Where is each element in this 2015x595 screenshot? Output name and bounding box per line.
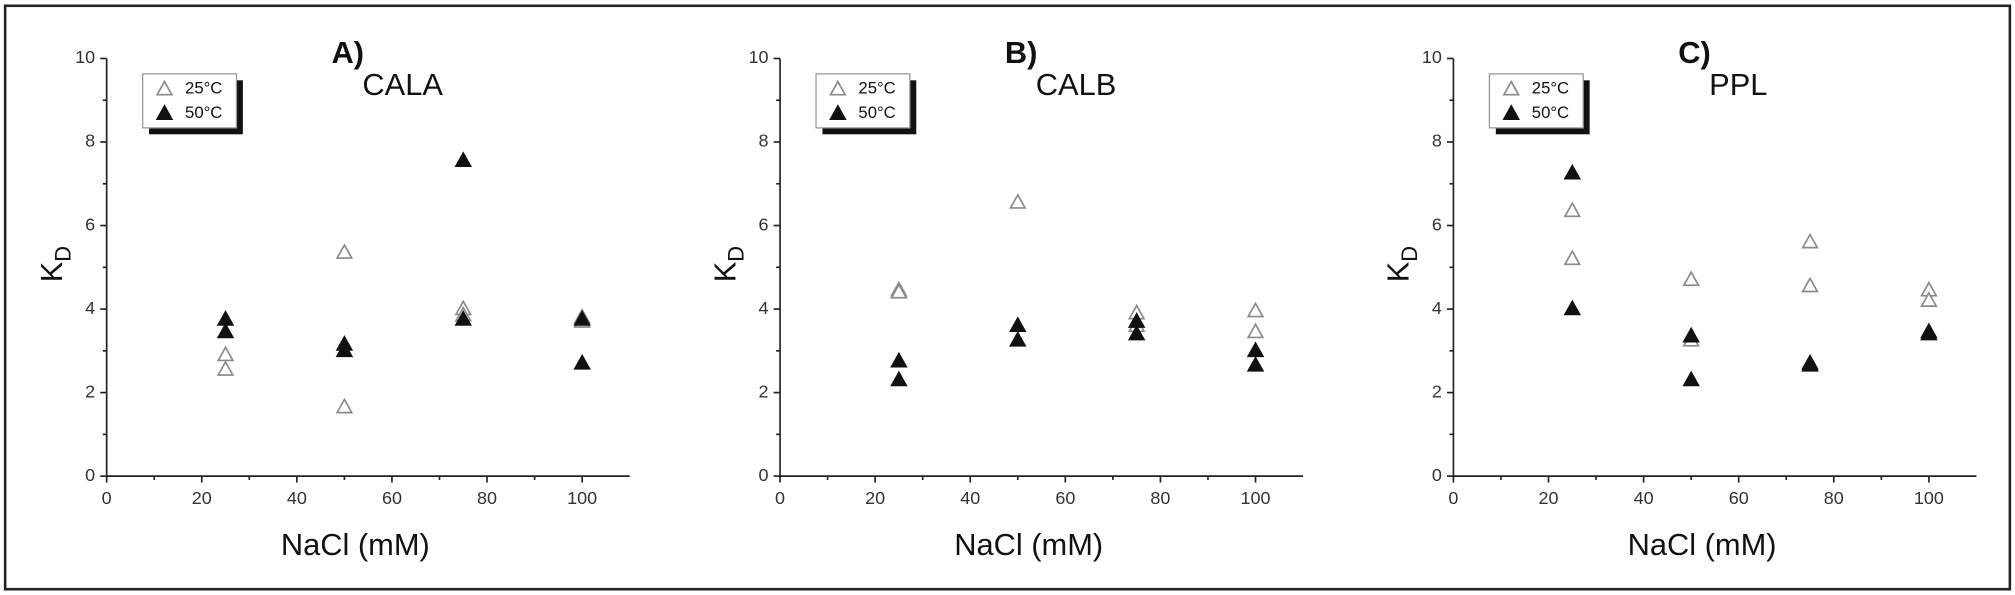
x-tick-label: 0	[102, 488, 112, 508]
marker	[573, 310, 591, 326]
y-axis-label: KD	[1381, 246, 1422, 282]
marker	[573, 353, 591, 370]
y-tick-label: 0	[1432, 465, 1442, 485]
x-tick-label: 20	[865, 488, 885, 508]
y-tick-label: 8	[758, 131, 768, 151]
y-tick-label: 6	[85, 214, 95, 234]
marker	[1009, 330, 1027, 347]
marker	[1502, 79, 1520, 96]
marker	[829, 104, 847, 120]
marker	[1246, 356, 1265, 372]
x-tick-label: 60	[382, 488, 402, 508]
marker	[1127, 324, 1146, 341]
marker	[890, 351, 908, 368]
x-axis-label: NaCl (mM)	[281, 527, 430, 562]
marker	[829, 79, 847, 96]
y-tick-label: 6	[1432, 214, 1442, 234]
y-tick-label: 2	[758, 381, 768, 401]
y-axis-label-main: K	[34, 261, 69, 282]
legend-label: 25°C	[1532, 79, 1569, 98]
y-tick-label: 4	[85, 298, 95, 318]
x-tick-label: 80	[1824, 488, 1844, 508]
marker	[1801, 276, 1819, 293]
marker	[890, 282, 908, 299]
panel-subtitle: CALB	[1036, 67, 1117, 102]
y-tick-label: 4	[758, 298, 768, 318]
y-tick-label: 0	[758, 465, 768, 485]
x-tick-label: 100	[1914, 488, 1944, 508]
x-tick-label: 20	[192, 488, 212, 508]
marker	[216, 360, 235, 376]
marker	[890, 370, 908, 387]
panel-subtitle: CALA	[362, 67, 443, 102]
y-tick-label: 4	[1432, 298, 1442, 318]
y-tick-label: 8	[1432, 131, 1442, 151]
x-tick-label: 60	[1055, 488, 1075, 508]
legend-box	[1488, 73, 1584, 129]
marker	[155, 104, 174, 120]
frame	[3, 4, 2012, 591]
y-axis-label: KD	[34, 246, 75, 282]
marker	[1920, 324, 1938, 341]
marker	[335, 243, 354, 259]
x-tick-label: 100	[567, 488, 597, 508]
x-tick-label: 100	[1241, 488, 1271, 508]
marker	[1563, 249, 1582, 266]
y-tick-label: 8	[85, 131, 95, 151]
panel-subtitle: PPL	[1709, 67, 1767, 102]
legend-label: 50°C	[185, 103, 222, 122]
x-tick-label: 60	[1729, 488, 1749, 508]
marker	[1801, 232, 1819, 249]
legend-label: 50°C	[1532, 103, 1569, 122]
y-tick-label: 10	[75, 47, 95, 67]
marker	[335, 341, 354, 358]
marker	[1246, 322, 1265, 339]
x-tick-label: 40	[1634, 488, 1654, 508]
marker	[335, 397, 354, 414]
marker	[155, 79, 174, 96]
y-tick-label: 6	[758, 214, 768, 234]
marker	[1920, 291, 1938, 307]
x-tick-label: 20	[1539, 488, 1559, 508]
marker	[1246, 301, 1265, 318]
y-axis-label-main: K	[1381, 261, 1416, 282]
x-tick-label: 0	[1448, 488, 1458, 508]
y-axis-label-main: K	[707, 261, 742, 282]
x-tick-label: 40	[287, 488, 307, 508]
marker	[1502, 104, 1520, 120]
x-axis-label: NaCl (mM)	[1628, 527, 1777, 562]
marker	[1009, 193, 1027, 209]
x-tick-label: 0	[775, 488, 785, 508]
y-axis-label-sub: D	[1397, 246, 1422, 262]
panel-title: B)	[1005, 35, 1038, 70]
y-axis-label-sub: D	[50, 246, 75, 262]
marker	[1682, 326, 1700, 343]
y-tick-label: 0	[85, 465, 95, 485]
y-axis-label: KD	[707, 246, 748, 282]
legend-label: 50°C	[858, 103, 895, 122]
panel-title: A)	[332, 35, 365, 70]
marker	[216, 322, 235, 339]
x-axis-label: NaCl (mM)	[954, 527, 1103, 562]
legend-label: 25°C	[185, 79, 222, 98]
x-tick-label: 80	[1150, 488, 1170, 508]
marker	[1563, 201, 1582, 218]
x-tick-label: 40	[960, 488, 980, 508]
marker	[1682, 370, 1700, 387]
legend-label: 25°C	[858, 79, 895, 98]
y-tick-label: 10	[1422, 47, 1442, 67]
marker	[454, 151, 473, 168]
y-axis-label-sub: D	[723, 246, 748, 262]
y-tick-label: 2	[1432, 381, 1442, 401]
y-tick-label: 10	[748, 47, 768, 67]
y-tick-label: 2	[85, 381, 95, 401]
marker	[1682, 270, 1700, 287]
marker	[454, 310, 473, 326]
panel-title: C)	[1678, 35, 1711, 70]
marker	[1801, 356, 1819, 372]
marker	[1563, 163, 1582, 180]
marker	[1563, 299, 1582, 316]
x-tick-label: 80	[477, 488, 497, 508]
